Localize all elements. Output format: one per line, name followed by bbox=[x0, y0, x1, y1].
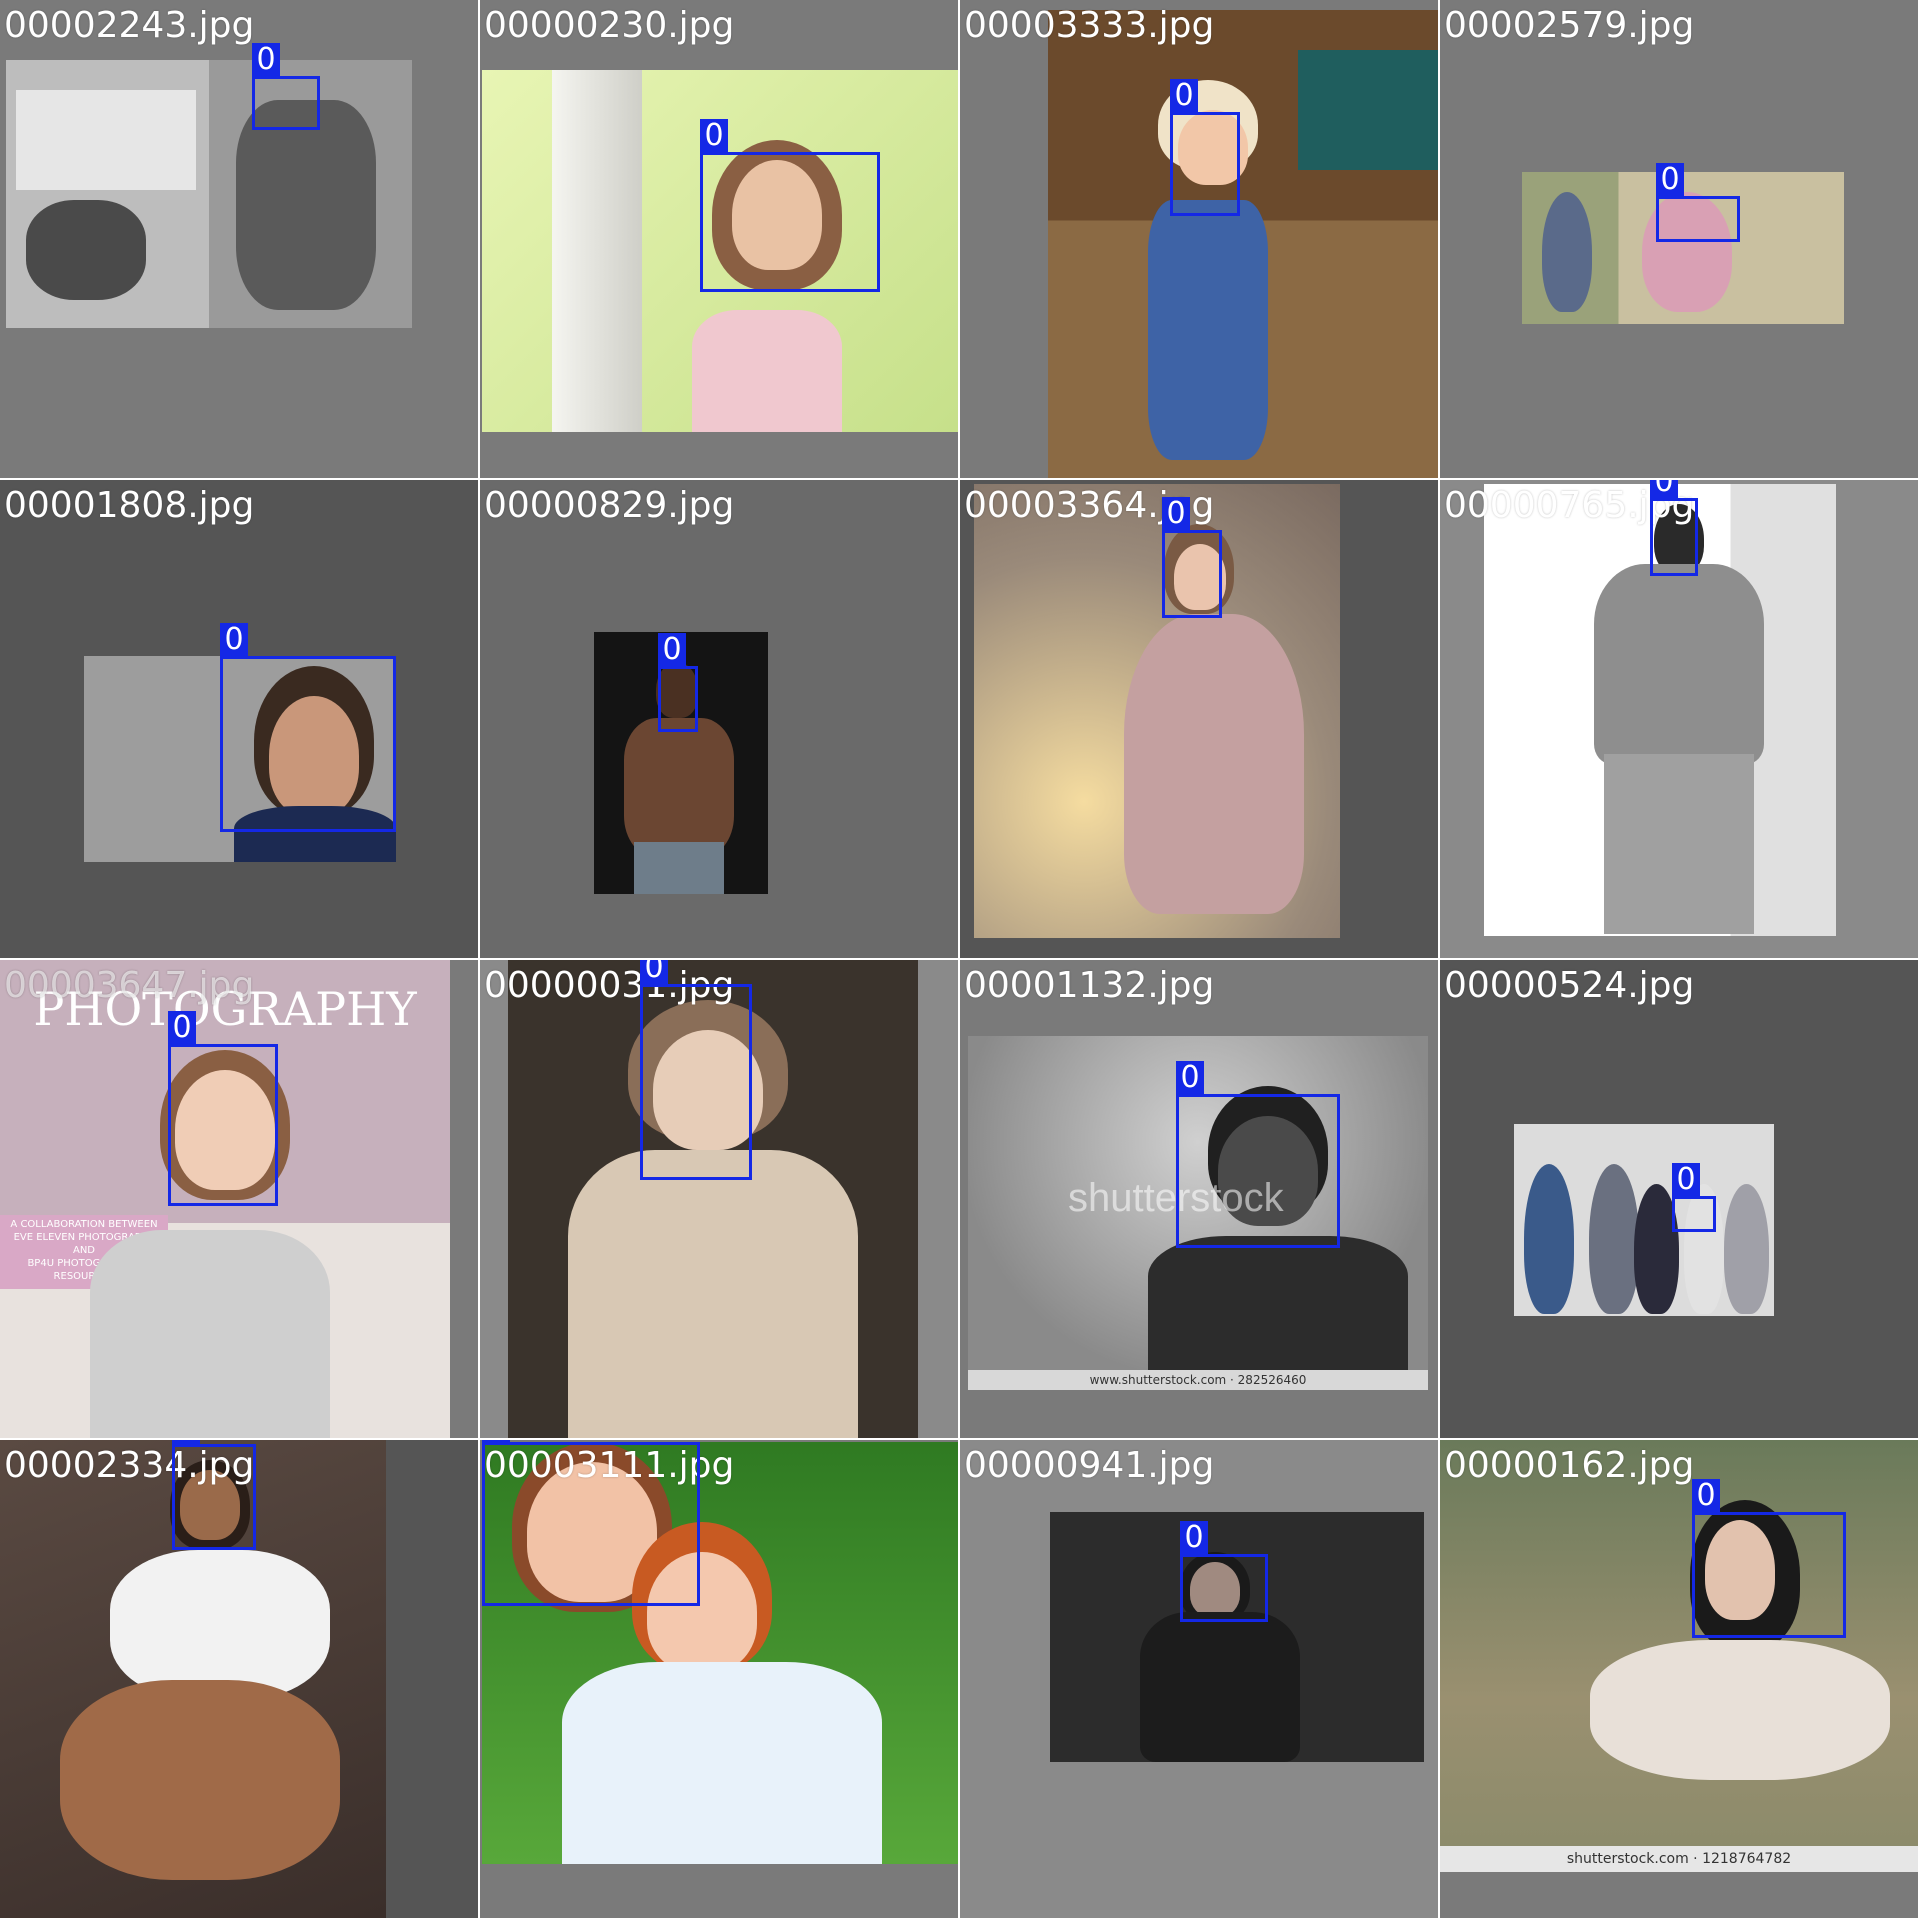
watermark: shutterstock bbox=[1068, 1176, 1284, 1220]
photo bbox=[508, 960, 918, 1438]
face-bbox: 0 bbox=[700, 119, 880, 292]
face-bbox: 0 bbox=[1180, 1521, 1268, 1622]
bbox-label: 0 bbox=[1672, 1163, 1700, 1197]
bbox-label: 0 bbox=[1180, 1521, 1208, 1555]
filename: 00002243.jpg bbox=[4, 5, 255, 46]
caption: shutterstock.com · 1218764782 bbox=[1440, 1846, 1918, 1872]
bbox-label: 0 bbox=[168, 1011, 196, 1045]
bbox-label: 0 bbox=[1692, 1479, 1720, 1513]
tile-00003333: 00003333.jpg 0 bbox=[960, 0, 1438, 478]
bbox-label: 0 bbox=[640, 960, 668, 985]
face-bbox: 0 bbox=[220, 623, 396, 832]
bbox-label: 0 bbox=[252, 43, 280, 77]
note-line: AND bbox=[72, 1245, 96, 1256]
tile-00000230: 00000230.jpg 0 bbox=[480, 0, 958, 478]
face-bbox: 0 bbox=[1162, 497, 1222, 618]
tile-00001808: 00001808.jpg 0 bbox=[0, 480, 478, 958]
photo bbox=[1514, 1124, 1774, 1316]
filename: 00003647.jpg bbox=[4, 965, 255, 1006]
tile-00003111: 00003111.jpg 0 bbox=[480, 1440, 958, 1918]
photo: PHOTOGRAPHY A COLLABORATION BETWEEN EVE … bbox=[0, 960, 450, 1438]
bbox-label: 0 bbox=[1162, 497, 1190, 531]
note-line: BP4U PHOTOGRAPHER bbox=[27, 1258, 141, 1269]
photo bbox=[6, 60, 412, 328]
photo bbox=[1048, 10, 1438, 478]
face-bbox: 0 bbox=[1692, 1479, 1846, 1638]
face-bbox: 0 bbox=[252, 43, 320, 130]
filename: 00002579.jpg bbox=[1444, 5, 1695, 46]
filename: 00000829.jpg bbox=[484, 485, 735, 526]
photo bbox=[1484, 484, 1836, 936]
tile-00003647: PHOTOGRAPHY A COLLABORATION BETWEEN EVE … bbox=[0, 960, 478, 1438]
face-bbox: 0 bbox=[1656, 163, 1740, 242]
bbox-label: 0 bbox=[1650, 480, 1678, 499]
face-bbox: 0 bbox=[172, 1440, 256, 1550]
bbox-label: 0 bbox=[482, 1440, 510, 1445]
photo bbox=[974, 484, 1340, 938]
bbox-label: 0 bbox=[658, 633, 686, 667]
photo bbox=[482, 1442, 958, 1864]
photo: shutterstock.com · 1218764782 bbox=[1440, 1440, 1918, 1872]
filename: 00003333.jpg bbox=[964, 5, 1215, 46]
filename: 00000162.jpg bbox=[1444, 1445, 1695, 1486]
tile-00000524: 00000524.jpg 0 bbox=[1440, 960, 1918, 1438]
face-bbox: 0 bbox=[1176, 1061, 1340, 1248]
face-bbox: 0 bbox=[640, 960, 752, 1180]
photo: shutterstock www.shutterstock.com · 2825… bbox=[968, 1036, 1428, 1390]
tile-00000941: 00000941.jpg 0 bbox=[960, 1440, 1438, 1918]
filename: 00000941.jpg bbox=[964, 1445, 1215, 1486]
filename: 00000524.jpg bbox=[1444, 965, 1695, 1006]
tile-00002334: 00002334.jpg 0 bbox=[0, 1440, 478, 1918]
bbox-label: 0 bbox=[700, 119, 728, 153]
photo bbox=[0, 1440, 386, 1918]
filename: 00001132.jpg bbox=[964, 965, 1215, 1006]
face-bbox: 0 bbox=[1650, 480, 1698, 576]
bbox-label: 0 bbox=[172, 1440, 200, 1445]
tile-00000765: 00000765.jpg 0 bbox=[1440, 480, 1918, 958]
caption: www.shutterstock.com · 282526460 bbox=[968, 1370, 1428, 1390]
note-line: A COLLABORATION BETWEEN bbox=[10, 1219, 158, 1230]
tile-00001132: shutterstock www.shutterstock.com · 2825… bbox=[960, 960, 1438, 1438]
bbox-label: 0 bbox=[220, 623, 248, 657]
tile-00003364: 00003364.jpg 0 bbox=[960, 480, 1438, 958]
face-bbox: 0 bbox=[1170, 79, 1240, 216]
tile-00002243: 00002243.jpg 0 bbox=[0, 0, 478, 478]
filename: 00000230.jpg bbox=[484, 5, 735, 46]
face-bbox: 0 bbox=[168, 1011, 278, 1206]
tile-00000829: 00000829.jpg 0 bbox=[480, 480, 958, 958]
tile-00000162: shutterstock.com · 1218764782 00000162.j… bbox=[1440, 1440, 1918, 1918]
filename: 00003111.jpg bbox=[484, 1445, 735, 1486]
face-bbox: 0 bbox=[658, 633, 698, 732]
magazine-title: PHOTOGRAPHY bbox=[33, 982, 417, 1036]
photo bbox=[1050, 1512, 1424, 1762]
face-bbox: 0 bbox=[482, 1440, 700, 1606]
filename: 00001808.jpg bbox=[4, 485, 255, 526]
photo bbox=[594, 632, 768, 894]
tile-00002579: 00002579.jpg 0 bbox=[1440, 0, 1918, 478]
bbox-label: 0 bbox=[1656, 163, 1684, 197]
note-line: EVE ELEVEN PHOTOGRAPHY bbox=[13, 1232, 155, 1243]
tile-00000031: 00000031.jpg 0 bbox=[480, 960, 958, 1438]
bbox-label: 0 bbox=[1176, 1061, 1204, 1095]
photo bbox=[84, 656, 396, 862]
bbox-label: 0 bbox=[1170, 79, 1198, 113]
note-line: RESOURCES bbox=[53, 1271, 115, 1282]
face-bbox: 0 bbox=[1672, 1163, 1716, 1232]
filename: 00002334.jpg bbox=[4, 1445, 255, 1486]
